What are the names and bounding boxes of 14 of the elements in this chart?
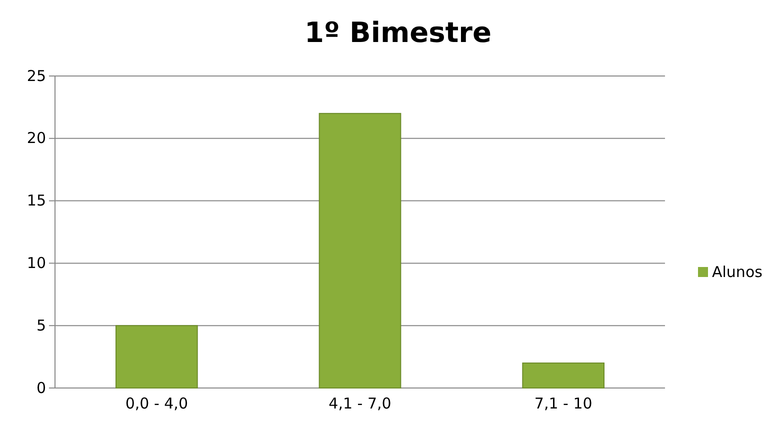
- x-tick-label: 4,1 - 7,0: [328, 394, 392, 413]
- y-tick-label: 25: [26, 66, 46, 85]
- x-tick-label: 0,0 - 4,0: [125, 394, 188, 413]
- y-tick-label: 5: [36, 316, 46, 334]
- chart-title: 1º Bimestre: [304, 16, 492, 49]
- x-tick-label: 7,1 - 10: [534, 394, 592, 413]
- legend-label: Alunos: [712, 263, 763, 281]
- y-tick-label: 20: [26, 129, 46, 148]
- bar: [116, 325, 198, 388]
- bar: [318, 112, 402, 388]
- y-tick-label: 10: [26, 254, 46, 272]
- y-tick-label: 0: [36, 378, 46, 397]
- y-tick-label: 15: [26, 192, 46, 210]
- bar: [522, 362, 604, 388]
